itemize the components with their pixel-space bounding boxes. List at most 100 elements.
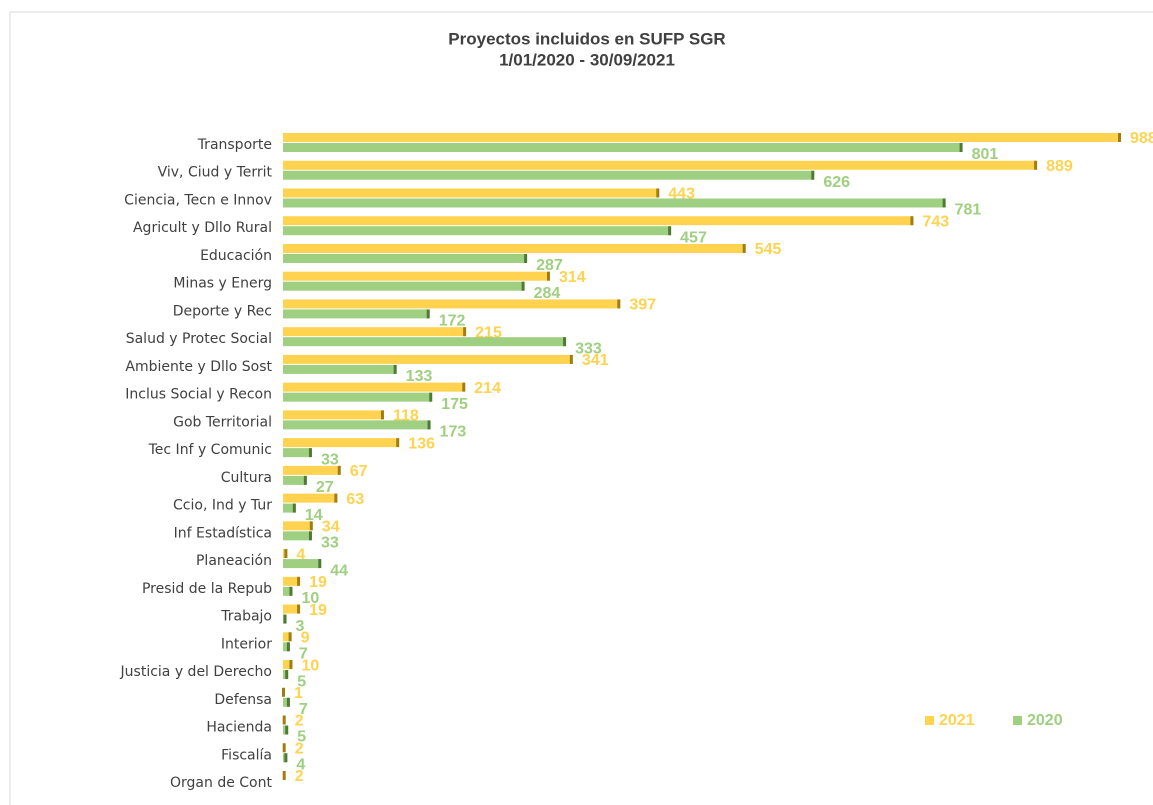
category-label: Inf Estadística: [174, 525, 272, 541]
category-label: Viv, Ciud y Territ: [158, 165, 273, 181]
category-label: Presid de la Repub: [142, 581, 272, 597]
bar: [283, 559, 321, 569]
bar-edge: [569, 354, 573, 364]
bar-edge: [284, 549, 288, 559]
value-label: 988: [1130, 130, 1153, 147]
bar: [283, 253, 527, 263]
value-label: 4: [296, 546, 305, 563]
value-label: 314: [559, 269, 586, 286]
bar-edge: [742, 243, 746, 253]
bar: [283, 281, 524, 291]
bar: [283, 725, 288, 735]
bar: [283, 216, 913, 226]
category-label: Deporte y Rec: [173, 303, 272, 319]
bar: [283, 226, 671, 236]
legend-swatch: [1013, 716, 1022, 725]
category-label: Transporte: [197, 137, 272, 153]
bar-edge: [463, 327, 467, 337]
value-label: 287: [536, 257, 563, 274]
bar-edge: [292, 503, 296, 513]
bar-edge: [282, 743, 286, 753]
value-label: 10: [301, 657, 319, 674]
bar-edge: [396, 438, 400, 448]
value-label: 7: [299, 646, 308, 663]
bar: [283, 354, 572, 364]
chart-subtitle: 1/01/2020 - 30/09/2021: [499, 50, 675, 69]
legend-label: 2021: [939, 712, 975, 729]
bar: [283, 198, 945, 208]
bar-edge: [288, 632, 292, 642]
bar-edge: [1118, 133, 1121, 142]
category-label: Interior: [221, 636, 272, 652]
bar-edge: [309, 521, 313, 531]
value-label: 443: [668, 186, 695, 203]
bar-edge: [426, 309, 430, 319]
bar: [283, 531, 311, 541]
bar-edge: [318, 559, 322, 569]
value-label: 19: [309, 602, 327, 619]
value-label: 457: [680, 229, 707, 246]
value-label: 889: [1046, 158, 1073, 175]
value-label: 1: [294, 685, 303, 702]
value-label: 333: [575, 340, 602, 357]
bar-edge: [285, 670, 289, 680]
bar: [283, 586, 292, 596]
chart-title: Proyectos incluidos en SUFP SGR: [448, 29, 725, 48]
bar-edge: [308, 531, 312, 541]
bar-edge: [393, 364, 397, 374]
bar-edge: [283, 614, 287, 624]
bar: [283, 271, 550, 281]
bar: [283, 299, 620, 309]
bar: [283, 337, 566, 347]
category-label: Ccio, Ind y Tur: [173, 498, 272, 514]
category-label: Planeación: [196, 553, 272, 569]
category-label: Hacienda: [206, 720, 272, 736]
category-label: Ambiente y Dllo Sost: [125, 359, 272, 375]
value-label: 214: [474, 380, 501, 397]
bar-edge: [521, 281, 525, 291]
bar-edge: [811, 170, 815, 180]
bar: [283, 364, 396, 374]
value-label: 215: [475, 324, 502, 341]
bar: [283, 160, 1037, 170]
value-label: 136: [408, 435, 435, 452]
bar-edge: [297, 576, 301, 586]
bar: [283, 170, 814, 180]
bar-edge: [297, 604, 301, 614]
bar-edge: [942, 198, 946, 208]
value-label: 3: [296, 618, 305, 635]
value-label: 172: [439, 313, 466, 330]
bar: [283, 493, 337, 503]
value-label: 10: [301, 590, 319, 607]
bar: [283, 521, 312, 531]
value-label: 626: [823, 174, 850, 191]
category-label: Agricult y Dllo Rural: [133, 220, 272, 236]
value-label: 34: [322, 519, 340, 536]
value-label: 118: [393, 408, 419, 425]
bar: [283, 604, 300, 614]
value-label: 743: [922, 213, 949, 230]
bar-edge: [337, 465, 341, 475]
bar-edge: [285, 725, 289, 735]
bar: [283, 392, 432, 402]
value-label: 63: [346, 491, 364, 508]
bar-edge: [427, 420, 431, 430]
bar: [283, 642, 289, 652]
bar-edge: [547, 271, 551, 281]
value-label: 397: [629, 297, 656, 314]
category-label: Inclus Social y Recon: [125, 387, 272, 403]
bar-edge: [334, 493, 338, 503]
value-label: 33: [321, 535, 339, 552]
category-label: Tec Inf y Comunic: [148, 442, 272, 458]
category-label: Ciencia, Tecn e Innov: [124, 192, 272, 208]
bar: [283, 143, 962, 152]
bar-edge: [286, 642, 290, 652]
bar: [283, 448, 311, 458]
value-label: 5: [297, 729, 306, 746]
bar-edge: [959, 143, 963, 152]
value-label: 27: [316, 479, 334, 496]
value-label: 4: [296, 756, 305, 773]
bar-edge: [429, 392, 433, 402]
bar-edge: [303, 475, 307, 485]
bar: [283, 309, 429, 319]
